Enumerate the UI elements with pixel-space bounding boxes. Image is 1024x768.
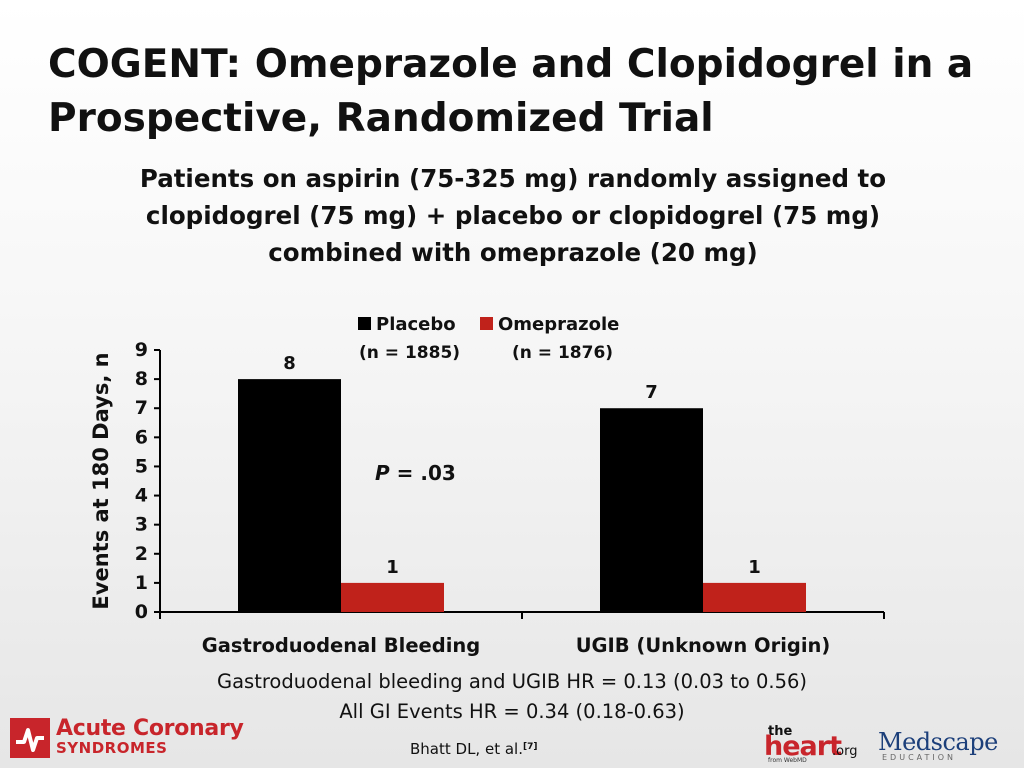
medscape-logo-sub: EDUCATION [882,753,957,762]
heart-logo-the: the [768,724,793,739]
x-category-label: Gastroduodenal Bleeding [202,634,481,657]
y-tick-label: 9 [135,339,148,361]
subtitle-line-1: Patients on aspirin (75-325 mg) randomly… [139,164,887,193]
acs-logo-line-1: Acute Coronary [56,716,244,741]
bar-placebo-1 [238,379,341,612]
y-tick-label: 3 [135,514,148,536]
y-tick-label: 6 [135,426,148,448]
legend-label-omeprazole: Omeprazole [498,314,620,335]
p-value-symbol: P [375,461,390,485]
y-tick-label: 7 [135,397,148,419]
chart-legend: Placebo Omeprazole (n = 1885) (n = 1876) [354,312,634,366]
y-axis-title: Events at 180 Days, n [89,352,113,609]
y-tick-label: 1 [135,572,148,594]
citation-text: Bhatt DL, et al. [410,740,523,758]
title-line-1: COGENT: Omeprazole and Clopidogrel in a [48,42,974,87]
y-tick-label: 2 [135,543,148,565]
slide-subtitle: Patients on aspirin (75-325 mg) randomly… [100,160,926,271]
subtitle-line-2: clopidogrel (75 mg) + placebo or clopido… [145,201,881,230]
x-category-label: UGIB (Unknown Origin) [576,634,831,657]
legend-item-omeprazole: Omeprazole [480,312,619,338]
legend-item-placebo: Placebo [358,312,456,338]
acs-logo-line-2: SYNDROMES [56,739,168,757]
footnote-hr-gastroduodenal: Gastroduodenal bleeding and UGIB HR = 0.… [216,670,808,693]
acs-heart-icon [10,718,50,758]
acute-coronary-syndromes-logo: Acute Coronary SYNDROMES [10,716,250,762]
legend-label-placebo: Placebo [376,314,456,335]
bar-omeprazole-1 [341,582,444,612]
bar-data-label: 8 [283,353,296,374]
heart-logo-word: heart [764,731,842,762]
citation-ref: [7] [522,742,538,752]
legend-n-omeprazole: (n = 1876) [512,343,614,363]
legend-swatch-omeprazole [480,317,493,330]
bar-placebo-2 [600,408,703,612]
y-tick-label: 0 [135,601,148,623]
medscape-logo-word: Medscape [878,728,998,756]
medscape-education-logo: Medscape EDUCATION [878,728,998,764]
theheart-org-logo: the heart .org from WebMD [760,724,860,764]
title-line-2: Prospective, Randomized Trial [48,96,714,141]
bar-data-label: 1 [748,557,761,578]
bar-data-label: 1 [386,557,399,578]
subtitle-line-3: combined with omeprazole (20 mg) [268,238,758,267]
slide-title: COGENT: Omeprazole and Clopidogrel in a … [48,38,988,146]
footnote-hr-all-gi: All GI Events HR = 0.34 (0.18-0.63) [339,700,685,723]
y-tick-label: 8 [135,368,148,390]
y-tick-label: 5 [135,455,148,477]
p-value-annotation: P = .03 [375,461,456,485]
bar-data-label: 7 [645,382,658,403]
citation: Bhatt DL, et al.[7] [410,740,537,758]
p-value-text: = .03 [390,461,456,485]
heart-logo-from: from WebMD [768,757,807,764]
legend-swatch-placebo [358,317,371,330]
y-tick-label: 4 [135,485,148,507]
legend-n-placebo: (n = 1885) [359,343,461,363]
bar-omeprazole-2 [703,582,806,612]
heart-logo-org: .org [832,744,858,759]
